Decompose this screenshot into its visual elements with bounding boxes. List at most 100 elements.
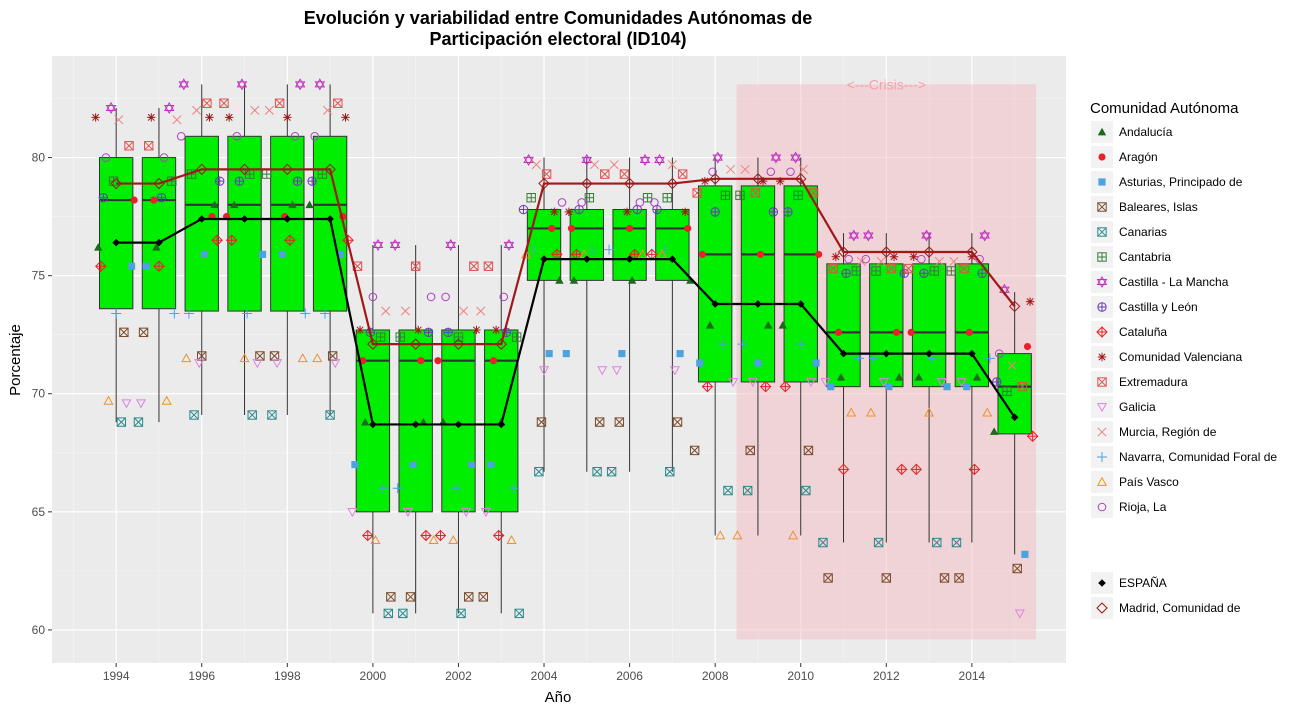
point-9 bbox=[224, 113, 234, 122]
point-3 bbox=[464, 592, 474, 602]
point-0 bbox=[94, 243, 103, 251]
point-6 bbox=[236, 78, 248, 91]
point-4 bbox=[742, 485, 753, 496]
point-14 bbox=[579, 249, 590, 259]
series-point-1 bbox=[452, 338, 465, 350]
point-14 bbox=[181, 353, 192, 363]
point-8 bbox=[434, 529, 447, 542]
x-tick-label: 1994 bbox=[103, 669, 130, 683]
point-15 bbox=[499, 292, 509, 302]
point-6 bbox=[503, 238, 515, 251]
point-14 bbox=[865, 407, 876, 417]
point-4 bbox=[873, 537, 884, 548]
point-14 bbox=[715, 530, 726, 540]
point-10 bbox=[202, 98, 212, 108]
point-14 bbox=[732, 530, 743, 540]
point-0 bbox=[686, 276, 695, 284]
point-10 bbox=[143, 141, 154, 151]
point-10 bbox=[124, 141, 134, 151]
point-0 bbox=[914, 373, 924, 381]
point-7 bbox=[234, 176, 245, 186]
point-13 bbox=[300, 308, 311, 319]
point-14 bbox=[428, 534, 439, 545]
point-1 bbox=[1023, 342, 1032, 351]
point-5 bbox=[1002, 386, 1012, 397]
point-3 bbox=[119, 327, 129, 338]
point-3 bbox=[954, 573, 964, 583]
point-9 bbox=[622, 207, 632, 217]
point-6 bbox=[445, 238, 457, 251]
point-15 bbox=[426, 292, 436, 302]
point-11 bbox=[538, 366, 550, 376]
point-2 bbox=[258, 250, 267, 258]
point-10 bbox=[410, 261, 421, 271]
point-13 bbox=[868, 353, 879, 364]
point-11 bbox=[330, 359, 341, 369]
point-13 bbox=[183, 308, 194, 319]
point-8 bbox=[225, 234, 238, 246]
point-11 bbox=[480, 507, 491, 518]
point-12 bbox=[1007, 360, 1017, 370]
point-15 bbox=[844, 254, 853, 264]
point-13 bbox=[509, 483, 520, 494]
point-14 bbox=[982, 407, 993, 417]
legend-marker bbox=[1096, 275, 1108, 289]
point-4 bbox=[951, 537, 962, 548]
point-10 bbox=[750, 188, 761, 198]
point-1 bbox=[834, 328, 842, 336]
point-0 bbox=[972, 373, 982, 381]
series-point-0 bbox=[240, 215, 249, 223]
point-2 bbox=[278, 250, 286, 258]
point-6 bbox=[639, 153, 651, 166]
x-tick-label: 2008 bbox=[702, 669, 729, 683]
point-4 bbox=[818, 537, 828, 548]
point-2 bbox=[562, 350, 570, 358]
point-15 bbox=[708, 167, 717, 177]
point-9 bbox=[205, 113, 214, 122]
legend-marker bbox=[1096, 326, 1108, 338]
point-12 bbox=[934, 256, 944, 267]
point-9 bbox=[1025, 297, 1035, 306]
legend-marker bbox=[1096, 451, 1108, 463]
chart-title-line2: Participación electoral (ID104) bbox=[429, 29, 686, 49]
legend-marker bbox=[1097, 302, 1107, 312]
point-9 bbox=[758, 176, 768, 186]
point-9 bbox=[472, 325, 481, 335]
x-tick-label: 2010 bbox=[787, 669, 814, 683]
point-0 bbox=[230, 200, 239, 209]
point-14 bbox=[161, 395, 172, 405]
series-point-0 bbox=[882, 349, 891, 358]
point-14 bbox=[448, 534, 459, 545]
legend-marker bbox=[1097, 252, 1107, 262]
series-point-1 bbox=[110, 177, 122, 190]
point-14 bbox=[239, 353, 250, 363]
chart-title-line1: Evolución y variabilidad entre Comunidad… bbox=[304, 8, 812, 28]
point-5 bbox=[453, 332, 464, 342]
point-15 bbox=[101, 153, 111, 162]
point-14 bbox=[297, 353, 308, 363]
point-10 bbox=[619, 169, 630, 179]
point-0 bbox=[764, 321, 773, 329]
x-tick-label: 1998 bbox=[274, 669, 301, 683]
point-9 bbox=[700, 176, 710, 186]
point-12 bbox=[609, 160, 619, 170]
point-0 bbox=[360, 417, 370, 426]
point-1 bbox=[965, 328, 973, 336]
point-9 bbox=[355, 325, 365, 335]
plot-area: <---Crisis---> 1994 1996 1998 2000 2002 2004 20… bbox=[32, 56, 1066, 683]
point-10 bbox=[677, 169, 688, 179]
point-1 bbox=[684, 224, 692, 232]
box bbox=[569, 209, 604, 281]
legend-label: Asturias, Principado de bbox=[1119, 175, 1243, 189]
point-13 bbox=[378, 483, 389, 494]
legend-label: Galicia bbox=[1119, 400, 1156, 414]
box bbox=[98, 157, 134, 310]
point-12 bbox=[798, 164, 808, 174]
point-7 bbox=[443, 327, 453, 338]
series-point-1 bbox=[581, 177, 593, 190]
box bbox=[954, 263, 990, 388]
point-6 bbox=[163, 101, 175, 114]
series-point-0 bbox=[1010, 413, 1019, 422]
point-15 bbox=[994, 349, 1004, 358]
point-11 bbox=[956, 378, 967, 388]
